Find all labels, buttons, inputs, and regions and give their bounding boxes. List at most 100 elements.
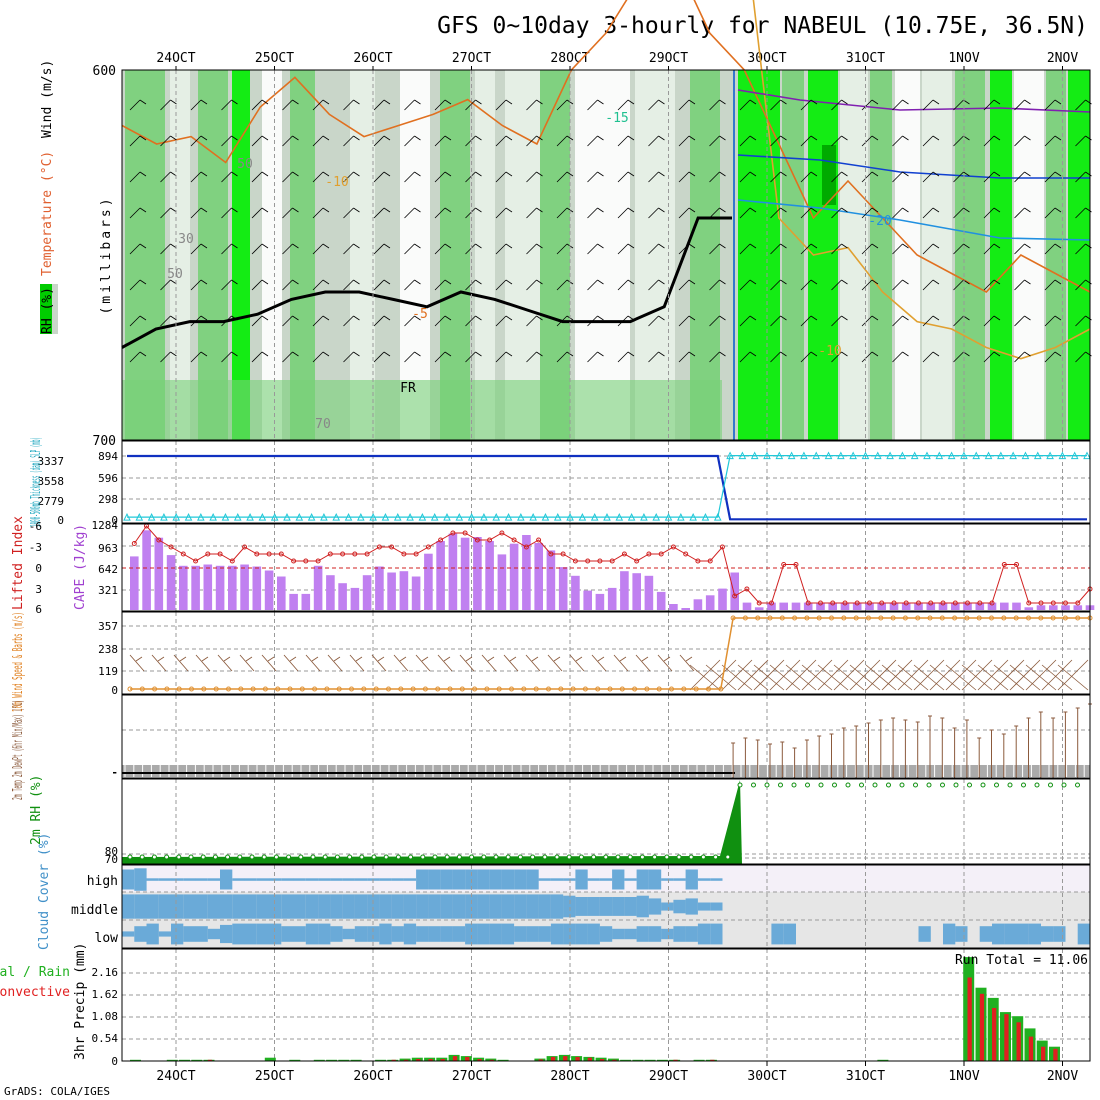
lifted-index-point — [462, 530, 468, 536]
wind-barb — [953, 243, 970, 255]
rh-point — [151, 854, 157, 860]
thickness-marker — [701, 513, 710, 521]
wind-barb — [892, 243, 909, 255]
contour-label: 50 — [237, 157, 253, 172]
rh-shade — [232, 70, 250, 440]
thickness-marker — [652, 513, 661, 521]
precip-convective-bar — [587, 1057, 592, 1061]
wind-speed-point — [238, 686, 244, 692]
wind-barb — [648, 207, 665, 219]
wind-barb — [221, 171, 238, 183]
lifted-index-point — [193, 558, 199, 564]
lifted-index-point — [1038, 600, 1044, 606]
cloud-cover-bar — [281, 894, 294, 919]
wind-speed-point — [582, 686, 588, 692]
wind-barb — [678, 351, 696, 363]
cloud-cover-bar — [514, 869, 527, 890]
cloud-cover-bar — [661, 902, 674, 911]
x-tick-label: 1NOV — [948, 51, 979, 66]
y-tick-label: 3 — [35, 583, 42, 596]
cloud-cover-bar — [550, 878, 564, 881]
cloud-cover-bar — [158, 878, 172, 881]
cloud-cover-bar — [440, 894, 453, 919]
wind-barb — [160, 351, 177, 363]
wind-barb — [617, 315, 635, 327]
cloud-cover-bar — [428, 869, 441, 890]
wind10m-panel: 357 238 119 0 10m Wind Speed & Barbs (m/s) — [11, 611, 1093, 712]
cloud-cover-bar — [293, 926, 306, 942]
lifted-index-point — [928, 600, 934, 606]
wind-barb — [1044, 171, 1062, 183]
cloud-cover-bar — [146, 923, 159, 945]
wind-speed-point — [1075, 615, 1081, 621]
wind-barb — [800, 171, 818, 183]
thickness-marker — [750, 451, 759, 460]
cape-bar — [252, 566, 262, 610]
slp-ylabel: 1000-500mb Thickness (dam) SLP (mb) — [29, 437, 44, 527]
wind-barb — [892, 99, 909, 111]
lifted-index-point — [830, 600, 836, 606]
temp2m-label: 2m Temp 2m DewPt (6hr Min/Max) (°C) — [11, 700, 26, 800]
cloud-cover-bar — [514, 926, 527, 942]
thickness-marker — [566, 513, 574, 521]
lifted-index-point — [217, 551, 223, 557]
precip-total-bar — [289, 1059, 301, 1061]
rh-point — [652, 854, 658, 860]
wind-barb — [709, 99, 726, 111]
rh-point — [347, 854, 353, 860]
wind-barb — [993, 659, 1025, 691]
rh-point — [1021, 782, 1026, 788]
wind-barb — [312, 279, 330, 291]
wind-barb — [129, 99, 147, 111]
contour-label: -5 — [412, 307, 428, 322]
cloud-cover-bar — [416, 894, 429, 919]
cape-bar — [705, 595, 715, 610]
thickness-marker — [664, 513, 673, 521]
rh-legend-swatch — [40, 284, 52, 334]
y-tick-label: 0 — [111, 684, 118, 697]
lifted-index-point — [977, 600, 983, 606]
x-tick-label: 28OCT — [550, 1069, 589, 1084]
precip-convective-bar — [1004, 1014, 1009, 1061]
wind-barb — [569, 654, 585, 672]
wind-barb — [892, 135, 909, 147]
precip-convective-bar — [403, 1059, 409, 1061]
wind-barb — [404, 207, 421, 219]
wind-barb — [922, 315, 940, 327]
cloud-cover-bar — [550, 894, 564, 919]
wind-barb — [953, 207, 970, 219]
rh-point — [530, 854, 536, 860]
cape-bar — [865, 602, 874, 610]
lifted-index-point — [1014, 562, 1019, 567]
rh-shade — [955, 70, 985, 440]
cape-bar — [154, 537, 164, 610]
wind-barb — [922, 279, 940, 291]
wind-barb — [190, 279, 208, 291]
thickness-marker — [123, 513, 131, 521]
wind-speed-point — [632, 686, 638, 692]
rh-point — [286, 854, 292, 860]
cloud-cover-bar — [367, 926, 380, 942]
wind-barb — [415, 654, 431, 672]
x-tick-label: 27OCT — [452, 1069, 491, 1084]
y-tick-label: 0.54 — [92, 1032, 119, 1045]
cloud-cover-bar — [636, 869, 649, 890]
wind-barb — [129, 654, 145, 672]
precip-convective-bar — [673, 1059, 678, 1061]
cloud-cover-bar — [305, 878, 319, 881]
wind-speed-point — [287, 686, 293, 692]
lifted-index-point — [242, 544, 248, 550]
wind-barb — [190, 351, 208, 363]
precip-total-bar — [656, 1059, 668, 1061]
cloud-cover-bar — [563, 923, 576, 945]
wind-barb — [526, 171, 543, 183]
wind-speed-point — [127, 686, 133, 692]
wind-speed-point — [213, 686, 219, 692]
cloud-cover-bar — [648, 898, 662, 915]
precip-total-bar — [877, 1059, 889, 1061]
y-tick-label: 700 — [93, 434, 116, 449]
wind-barb — [1014, 171, 1031, 183]
cloud-cover-bar — [293, 894, 306, 919]
thickness-marker — [947, 451, 956, 460]
